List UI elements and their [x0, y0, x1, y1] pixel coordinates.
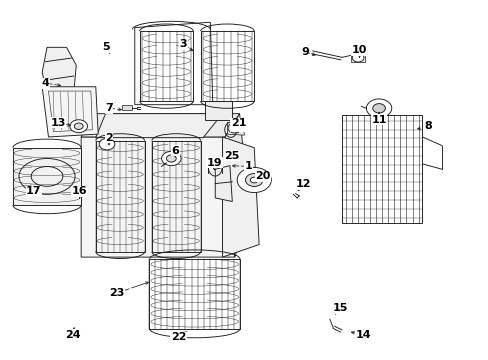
- Text: 14: 14: [355, 330, 370, 340]
- Text: 10: 10: [351, 45, 366, 55]
- Text: 7: 7: [105, 103, 113, 113]
- Text: 18: 18: [230, 121, 246, 131]
- Polygon shape: [42, 87, 98, 137]
- Polygon shape: [222, 137, 259, 257]
- Circle shape: [70, 120, 87, 133]
- Circle shape: [372, 104, 385, 113]
- Text: 2: 2: [105, 133, 113, 143]
- Circle shape: [99, 138, 115, 150]
- Text: 1: 1: [244, 161, 252, 171]
- Circle shape: [366, 99, 391, 118]
- Polygon shape: [227, 121, 244, 135]
- Text: 11: 11: [370, 115, 386, 125]
- Text: 24: 24: [65, 330, 81, 340]
- Circle shape: [351, 53, 363, 62]
- Polygon shape: [13, 148, 81, 205]
- Polygon shape: [81, 114, 239, 137]
- Polygon shape: [42, 47, 76, 101]
- Text: 23: 23: [109, 288, 124, 298]
- Text: 25: 25: [224, 150, 239, 161]
- Text: 16: 16: [72, 186, 87, 197]
- Polygon shape: [81, 137, 234, 257]
- Circle shape: [250, 177, 258, 183]
- Text: 22: 22: [171, 332, 186, 342]
- Text: 6: 6: [171, 145, 179, 156]
- Polygon shape: [350, 53, 365, 62]
- Polygon shape: [204, 101, 232, 120]
- Text: 3: 3: [180, 40, 187, 49]
- Polygon shape: [215, 166, 232, 202]
- Text: 15: 15: [332, 303, 347, 314]
- Text: 5: 5: [102, 42, 109, 52]
- Text: 19: 19: [206, 158, 222, 168]
- Polygon shape: [224, 114, 249, 257]
- Text: 4: 4: [41, 78, 49, 88]
- Circle shape: [166, 155, 176, 162]
- Circle shape: [237, 167, 271, 193]
- Text: 20: 20: [255, 171, 270, 181]
- Circle shape: [245, 174, 263, 186]
- Text: 9: 9: [301, 46, 308, 57]
- Text: 12: 12: [295, 179, 310, 189]
- Text: 8: 8: [423, 121, 431, 131]
- Polygon shape: [122, 105, 132, 110]
- Text: 17: 17: [26, 186, 41, 197]
- Polygon shape: [96, 114, 222, 138]
- Circle shape: [227, 123, 241, 133]
- Circle shape: [74, 123, 83, 130]
- Text: 13: 13: [50, 118, 66, 128]
- Text: 21: 21: [230, 118, 246, 128]
- Circle shape: [161, 151, 181, 166]
